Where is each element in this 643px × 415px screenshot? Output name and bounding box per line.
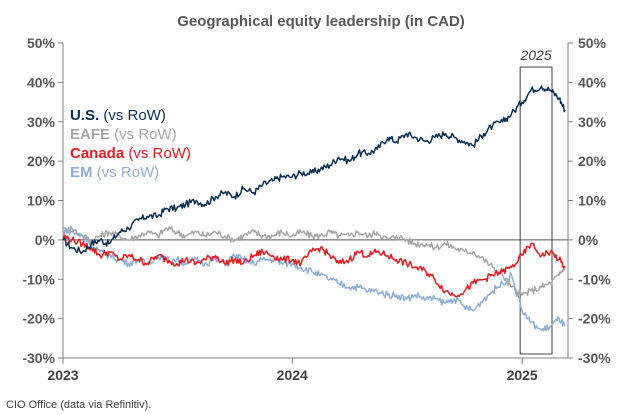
highlight-box-2025: 2025 (519, 47, 553, 355)
x-axis: 2023 2024 2025 (47, 357, 568, 383)
legend-suffix: (vs RoW) (93, 164, 160, 181)
right-tick-label: 20% (578, 153, 607, 169)
legend-entry: EM (vs RoW) (70, 164, 159, 181)
legend-name: EAFE (70, 126, 110, 143)
legend-suffix: (vs RoW) (110, 126, 177, 143)
right-tick-label: 30% (578, 114, 607, 130)
legend-name: U.S. (70, 107, 99, 124)
right-y-axis: 50% 40% 30% 20% 10% 0% -10% -20% -30% (567, 35, 611, 366)
series-lines (62, 85, 566, 332)
left-y-axis: 50% 40% 30% 20% 10% 0% -10% -20% -30% (22, 35, 64, 366)
legend-entry: U.S. (vs RoW) (70, 107, 166, 124)
legend-entry: EAFE (vs RoW) (70, 126, 177, 143)
left-tick-label: 10% (27, 193, 56, 209)
series-line-eafe (62, 225, 566, 297)
x-tick-label: 2024 (277, 367, 308, 383)
right-tick-label: 10% (578, 193, 607, 209)
legend-name: Canada (70, 145, 125, 162)
highlight-box-rect (519, 66, 553, 355)
series-line-em (62, 226, 566, 332)
left-tick-label: -20% (22, 311, 55, 327)
legend-suffix: (vs RoW) (99, 107, 166, 124)
series-line-us (62, 85, 566, 255)
left-tick-label: -10% (22, 271, 55, 287)
right-tick-label: -10% (578, 271, 611, 287)
legend: U.S. (vs RoW)EAFE (vs RoW)Canada (vs RoW… (70, 107, 191, 181)
right-tick-label: 40% (578, 74, 607, 90)
highlight-box-label: 2025 (519, 47, 551, 63)
left-tick-label: 20% (27, 153, 56, 169)
left-tick-label: 50% (27, 35, 56, 51)
legend-name: EM (70, 164, 93, 181)
x-tick-label: 2023 (47, 367, 78, 383)
left-tick-label: 30% (27, 114, 56, 130)
x-tick-label: 2025 (507, 367, 538, 383)
chart-title: Geographical equity leadership (in CAD) (177, 13, 465, 30)
right-tick-label: -20% (578, 311, 611, 327)
left-tick-label: -30% (22, 350, 55, 366)
source-note: CIO Office (data via Refinitiv). (6, 399, 151, 411)
series-line-canada (62, 234, 566, 298)
right-tick-label: 0% (578, 232, 599, 248)
legend-suffix: (vs RoW) (124, 145, 191, 162)
right-tick-label: 50% (578, 35, 607, 51)
right-tick-label: -30% (578, 350, 611, 366)
left-tick-label: 40% (27, 74, 56, 90)
left-tick-label: 0% (35, 232, 56, 248)
legend-entry: Canada (vs RoW) (70, 145, 191, 162)
